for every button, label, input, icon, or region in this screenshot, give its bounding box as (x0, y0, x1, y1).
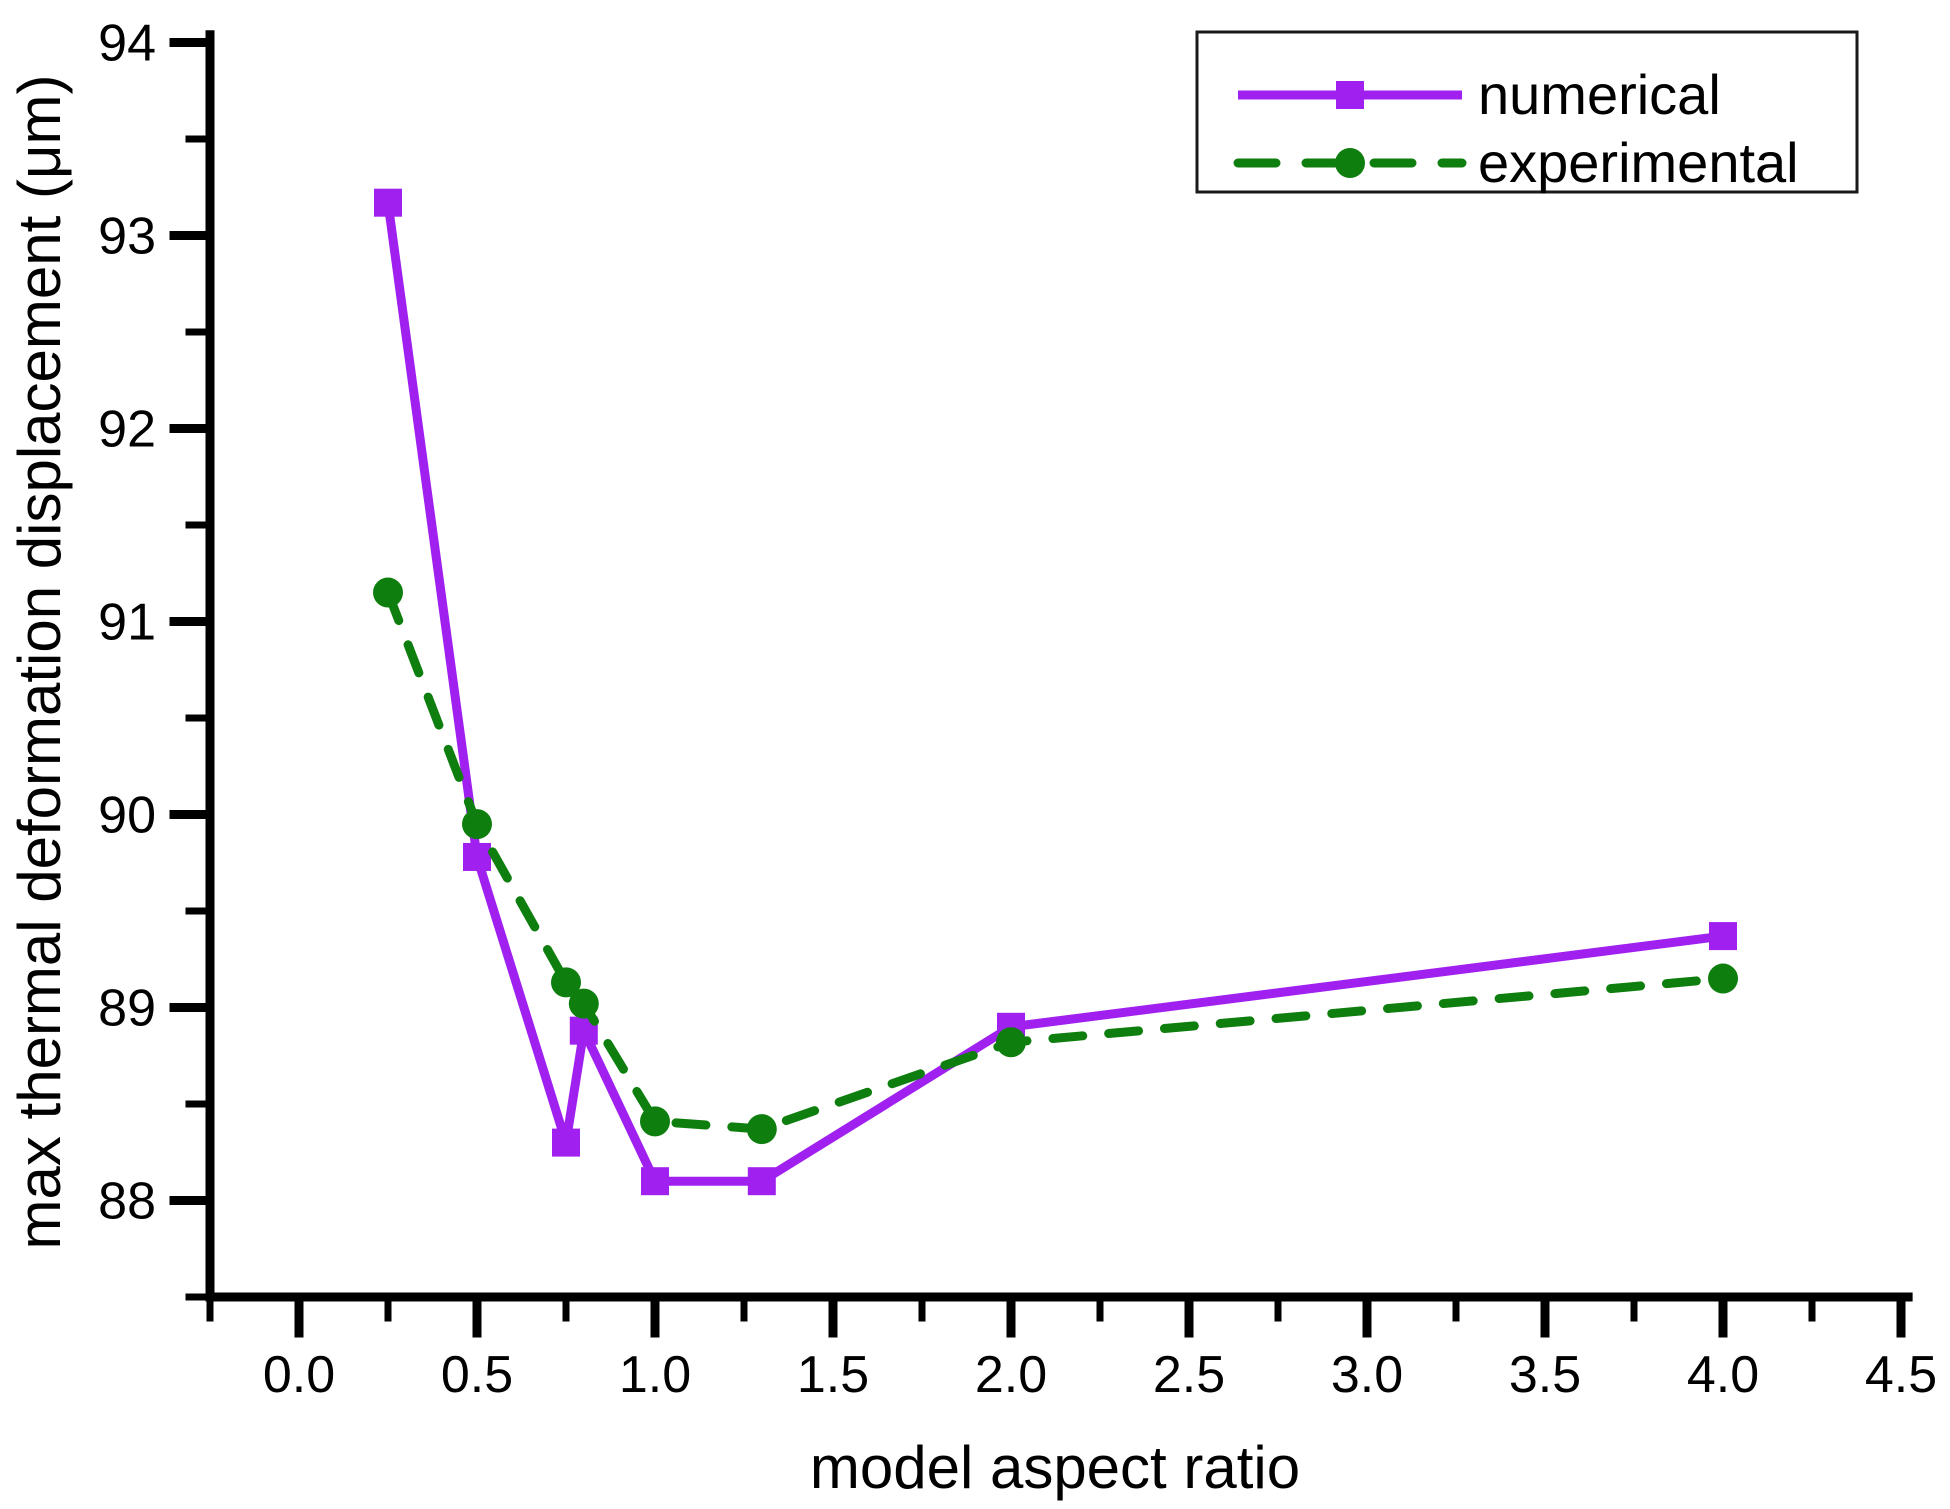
numerical-marker (1709, 922, 1737, 951)
y-tick-label: 90 (98, 787, 156, 845)
numerical-marker (747, 1167, 776, 1196)
y-axis-title: max thermal deformation displacement (μm… (6, 75, 73, 1250)
y-tick-label: 93 (98, 208, 156, 266)
y-tick-label: 89 (98, 980, 156, 1038)
x-tick-label: 2.5 (1153, 1346, 1225, 1404)
experimental-marker (462, 809, 492, 840)
x-tick-label: 0.5 (441, 1346, 513, 1404)
legend-entry-experimental: experimental (1233, 131, 1799, 194)
x-tick-label: 4.0 (1687, 1346, 1759, 1404)
legend-label-experimental: experimental (1478, 131, 1799, 194)
experimental-circle-marker-icon (1335, 148, 1365, 178)
legend-entry-numerical: numerical (1238, 63, 1721, 126)
x-tick-label: 3.5 (1509, 1346, 1581, 1404)
experimental-marker (746, 1114, 777, 1145)
experimental-marker (551, 967, 581, 998)
numerical-marker (463, 842, 491, 871)
x-tick-label: 4.5 (1865, 1346, 1937, 1404)
x-tick-label: 3.0 (1331, 1346, 1403, 1404)
legend-label-numerical: numerical (1478, 63, 1721, 126)
x-tick-label: 0.0 (263, 1346, 335, 1404)
numerical-square-marker-icon (1336, 81, 1364, 109)
numerical-marker (552, 1128, 580, 1157)
experimental-marker (373, 577, 403, 608)
legend: numerical experimental (1195, 30, 1859, 194)
y-tick-label: 88 (98, 1173, 156, 1231)
axes: 0.0 0.5 1.0 1.5 2.0 2.5 3.0 3.5 4.0 4.5 88 89 90 91 92… (98, 15, 1937, 1405)
x-tick-label: 2.0 (975, 1346, 1047, 1404)
x-axis-title: model aspect ratio (810, 1434, 1300, 1501)
x-tick-label: 1.0 (619, 1346, 691, 1404)
experimental-marker (996, 1027, 1026, 1058)
numerical-marker (641, 1167, 669, 1196)
x-tick-label: 1.5 (797, 1346, 869, 1404)
numerical-marker (374, 188, 402, 217)
y-tick-label: 94 (98, 15, 156, 73)
experimental-marker (568, 988, 599, 1019)
experimental-marker (1708, 963, 1738, 994)
axis-lines (205, 30, 1913, 1302)
y-tick-label: 92 (98, 401, 156, 459)
experimental-marker (640, 1106, 670, 1137)
data-series (373, 188, 1738, 1196)
experimental-line (383, 588, 1728, 1134)
y-tick-label: 91 (98, 594, 156, 652)
